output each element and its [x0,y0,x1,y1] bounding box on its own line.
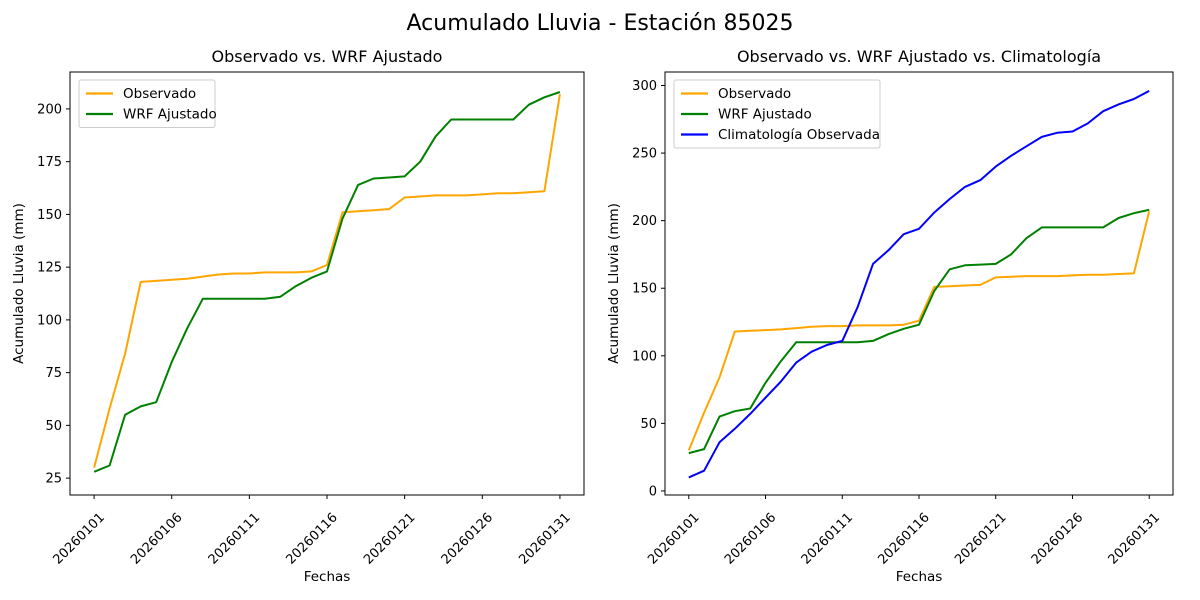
x-tick-label: 20260116 [875,510,932,567]
y-tick-label: 100 [37,313,62,328]
series-line-wrf-ajustado [93,91,561,473]
legend-label: Observado [718,86,791,102]
axes-spines [69,71,585,496]
x-tick-label: 20260121 [952,510,1009,567]
left-chart: 25 50 75 100 125 150 175 200 20260101 20260106 202… [11,47,585,585]
x-tick-label: 20260106 [722,510,779,567]
legend-label: WRF Ajustado [718,107,812,123]
y-axis-label: Acumulado Lluvia (mm) [11,203,27,364]
y-tick-label: 50 [640,417,657,432]
legend-box [673,79,881,149]
series-line-climatolog-a-observada [688,90,1150,479]
figure-suptitle: Acumulado Lluvia - Estación 85025 [406,11,794,36]
x-tick-label: 20260126 [1029,510,1086,567]
y-tick-label: 0 [649,484,657,499]
x-tick-label: 20260101 [645,510,702,567]
x-axis-label: Fechas [304,569,351,585]
x-tick-label: 20260131 [1106,510,1163,567]
y-tick-label: 200 [632,214,657,229]
axes-spines [664,71,1174,496]
axes-title: Observado vs. WRF Ajustado [212,47,443,66]
y-tick-label: 300 [632,79,657,94]
y-tick-label: 150 [37,208,62,223]
series-line-observado [687,210,1151,451]
legend-box [78,79,216,128]
y-tick-label: 25 [45,472,62,487]
legend-label: WRF Ajustado [123,107,217,123]
x-tick-label: 20260116 [283,510,340,567]
axes-title: Observado vs. WRF Ajustado vs. Climatolo… [737,47,1101,66]
x-tick-label: 20260106 [128,510,185,567]
x-tick-label: 20260101 [51,510,108,567]
y-axis-label: Acumulado Lluvia (mm) [606,203,622,364]
series-line-observado [93,94,561,468]
y-tick-label: 75 [45,366,62,381]
y-tick-label: 100 [632,349,657,364]
x-axis-label: Fechas [896,569,943,585]
x-tick-label: 20260111 [206,510,263,567]
legend: Observado WRF Ajustado [78,79,217,128]
x-tick-label: 20260121 [361,510,418,567]
right-chart: 0 50 100 150 200 250 300 20260101 20260106 202601… [606,47,1174,585]
legend-label: Observado [123,86,196,102]
y-tick-label: 150 [632,282,657,297]
y-tick-label: 250 [632,147,657,162]
y-tick-label: 200 [37,102,62,117]
y-tick-label: 50 [45,419,62,434]
x-tick-label: 20260126 [439,510,496,567]
x-tick-label: 20260111 [799,510,856,567]
legend-label: Climatología Observada [718,127,880,143]
series-line-wrf-ajustado [688,208,1150,455]
x-tick-label: 20260131 [516,510,573,567]
legend: Observado WRF Ajustado Climatología Observ… [673,79,881,149]
y-tick-label: 125 [37,261,62,276]
y-tick-label: 175 [37,155,62,170]
